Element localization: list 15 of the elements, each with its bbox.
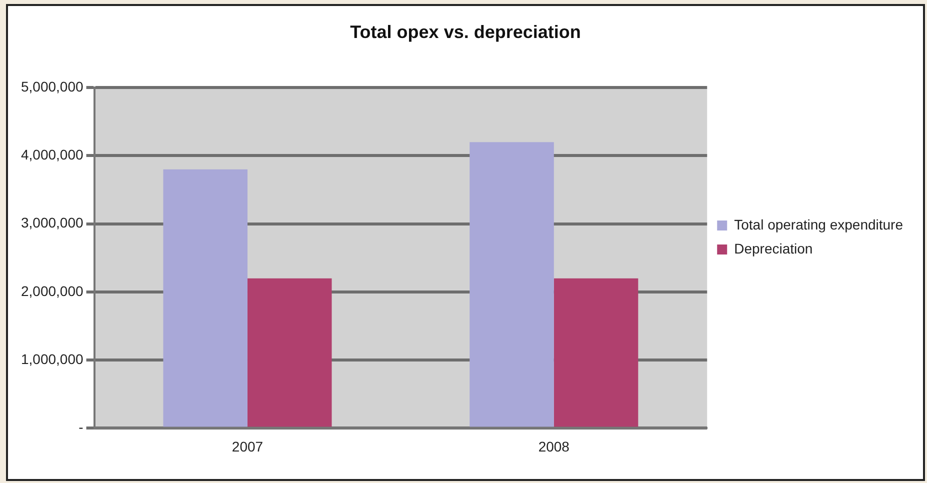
- x-tick-label: 2007: [232, 438, 264, 454]
- bar: [470, 142, 554, 427]
- bar: [554, 278, 638, 427]
- legend-label: Depreciation: [734, 240, 813, 256]
- y-tick-label: -: [78, 419, 84, 436]
- chart-title: Total opex vs. depreciation: [350, 22, 581, 42]
- y-tick-label: 4,000,000: [20, 146, 84, 163]
- bar: [163, 169, 248, 427]
- y-tick-label: 3,000,000: [20, 214, 84, 231]
- legend-label: Total operating expenditure: [734, 216, 904, 232]
- bar: [247, 278, 332, 427]
- y-tick-label: 1,000,000: [20, 350, 84, 367]
- y-tick-label: 2,000,000: [20, 282, 84, 299]
- y-tick-label: 5,000,000: [20, 78, 84, 94]
- x-tick-label: 2008: [538, 438, 570, 454]
